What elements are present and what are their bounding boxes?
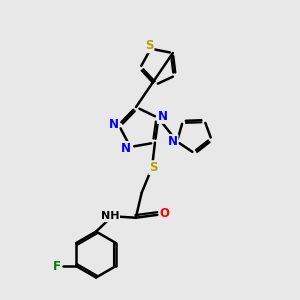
Text: N: N [108,118,118,131]
Text: N: N [158,110,168,123]
Text: O: O [159,207,170,220]
Text: N: N [168,135,178,148]
Text: N: N [121,142,131,155]
Text: NH: NH [100,211,119,221]
Text: F: F [53,260,61,272]
Text: S: S [145,39,154,52]
Text: S: S [149,161,158,174]
